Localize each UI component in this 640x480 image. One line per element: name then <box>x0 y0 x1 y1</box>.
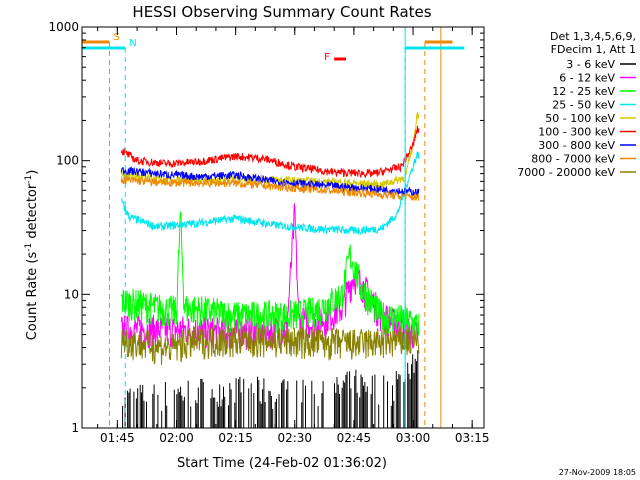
legend-label: 25 - 50 keV <box>552 99 615 112</box>
series-7 <box>120 165 420 198</box>
y-tick-label: 1 <box>71 421 79 435</box>
marker-f-label: F <box>324 52 330 63</box>
series-9-line <box>120 325 420 366</box>
legend-header-line-1: Det 1,3,4,5,6,9, <box>550 30 636 43</box>
series-3 <box>120 211 420 336</box>
series-3-line <box>120 211 420 336</box>
y-axis-label-sup2: -1 <box>24 175 34 184</box>
series-4-line <box>120 150 420 236</box>
legend-label: 800 - 7000 keV <box>531 153 615 166</box>
y-axis: 1 10 100 1000 <box>48 20 484 435</box>
x-tick-label: 02:30 <box>277 431 312 445</box>
legend-label: 7000 - 20000 keV <box>517 166 615 179</box>
plot-frame <box>81 26 485 429</box>
marker-n-label: N <box>129 38 136 49</box>
series-7-line <box>120 165 420 198</box>
series-6-line <box>120 125 420 179</box>
legend-label: 12 - 25 keV <box>552 85 615 98</box>
footer-timestamp: 27-Nov-2009 18:05 <box>559 468 636 477</box>
y-axis-label-mid: detector <box>25 183 40 243</box>
series-1 <box>122 350 419 428</box>
x-tick-label: 03:15 <box>455 431 490 445</box>
legend-label: 3 - 6 keV <box>566 58 615 71</box>
x-axis: 01:45 02:00 02:15 02:30 02:45 03:00 03:15 <box>97 27 490 445</box>
legend-label: 50 - 100 keV <box>545 112 615 125</box>
x-tick-label: 03:00 <box>396 431 431 445</box>
series-4 <box>120 150 420 236</box>
marker-n: N <box>82 27 465 428</box>
marker-s-label: S <box>113 32 119 43</box>
series-9 <box>120 325 420 366</box>
legend-header-line-2: FDecim 1, Att 1 <box>551 43 636 56</box>
y-tick-label: 10 <box>64 287 79 301</box>
legend: Det 1,3,4,5,6,9, FDecim 1, Att 1 3 - 6 k… <box>517 30 636 179</box>
marker-s: S <box>82 27 453 428</box>
x-tick-label: 01:45 <box>100 431 135 445</box>
chart-title: HESSI Observing Summary Count Rates <box>132 3 431 21</box>
y-tick-label: 1000 <box>48 20 79 34</box>
x-tick-label: 02:45 <box>337 431 372 445</box>
y-axis-label: Count Rate (s-1 detector-1) <box>24 170 40 341</box>
x-tick-label: 02:00 <box>159 431 194 445</box>
series-6 <box>120 125 420 179</box>
legend-label: 6 - 12 keV <box>559 72 615 85</box>
x-tick-label: 02:15 <box>218 431 253 445</box>
marker-f: F <box>324 52 347 63</box>
plot-area: SN F <box>81 26 485 429</box>
series-8-line <box>120 174 420 202</box>
y-axis-label-end: ) <box>25 170 40 175</box>
legend-label: 100 - 300 keV <box>538 126 615 139</box>
y-tick-label: 100 <box>56 154 79 168</box>
y-axis-label-text: Count Rate (s <box>25 252 40 341</box>
y-axis-label-sup1: -1 <box>24 243 34 252</box>
legend-label: 300 - 800 keV <box>538 139 615 152</box>
x-axis-label: Start Time (24-Feb-02 01:36:02) <box>177 456 387 471</box>
series-8 <box>120 174 420 202</box>
